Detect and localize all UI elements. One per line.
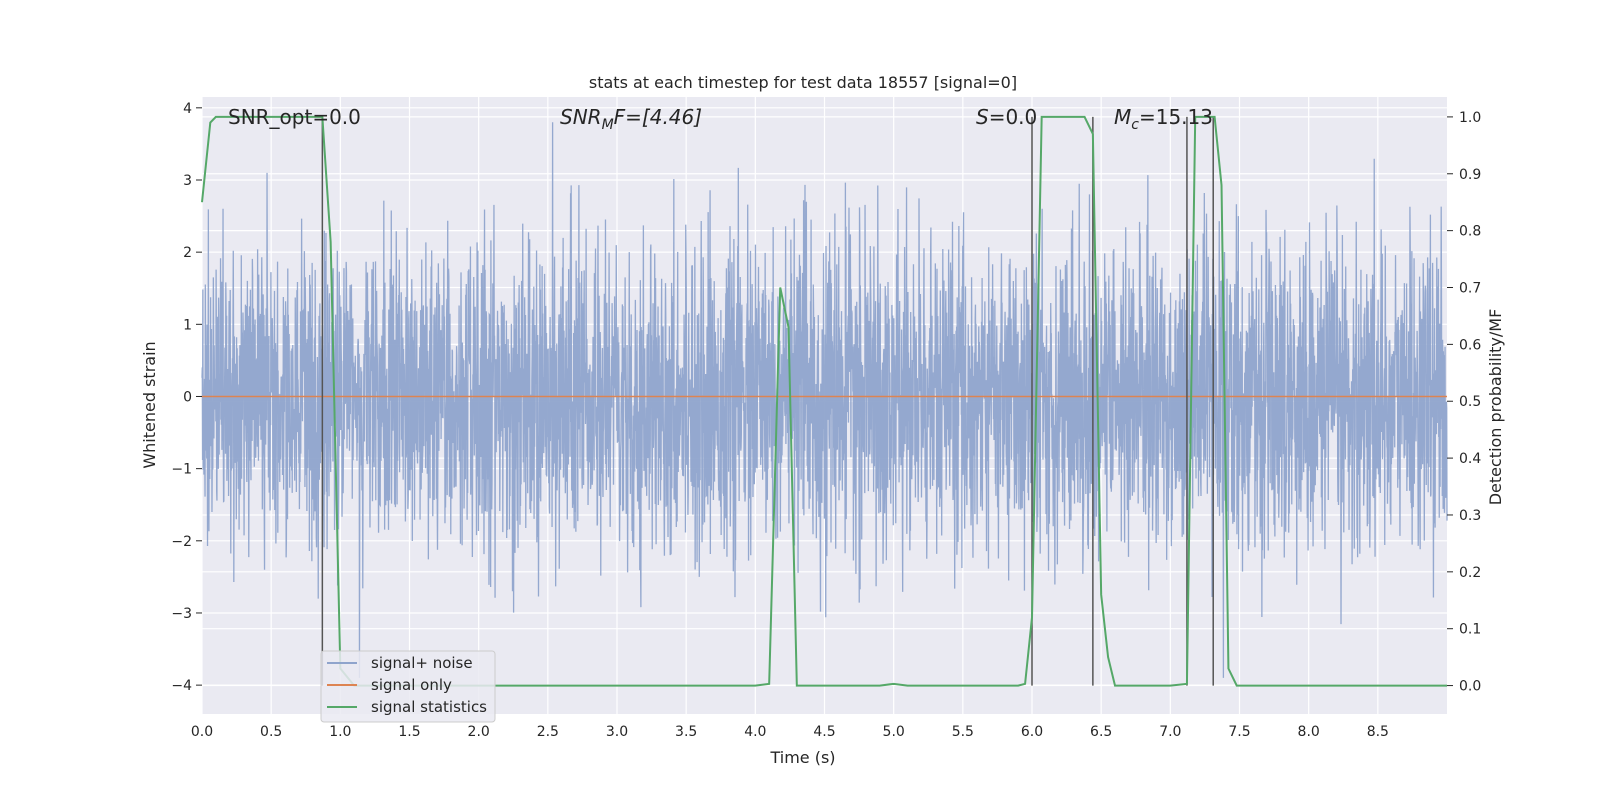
y2-tick-label: 0.1 — [1459, 622, 1481, 638]
x-tick-label: 4.5 — [813, 724, 835, 740]
y-tick-label: −4 — [171, 678, 192, 694]
x-tick-label: 1.0 — [329, 724, 351, 740]
annotation-snr-mf-rest: F=[4.46] — [614, 105, 702, 129]
x-tick-label: 0.0 — [191, 724, 213, 740]
x-tick-label: 8.5 — [1367, 724, 1389, 740]
y2-tick-label: 0.4 — [1459, 451, 1481, 467]
y2-tick-label: 0.7 — [1459, 281, 1481, 297]
annotation-mc-base: M — [1114, 105, 1131, 129]
annotation-chirp-mass: Mc=15.13 — [1114, 105, 1213, 133]
series-signal-statistics — [201, 115, 1447, 687]
annotation-snr-mf-sub: M — [602, 117, 614, 133]
chart-title: stats at each timestep for test data 185… — [589, 73, 1017, 92]
x-tick-label: 8.0 — [1298, 724, 1320, 740]
y2-tick-label: 0.8 — [1459, 224, 1481, 240]
y2-axis-label: Detection probability/MF — [1486, 309, 1505, 506]
y-tick-label: 2 — [183, 245, 192, 261]
annotation-snr-mf-base: SNR — [560, 105, 602, 129]
annotation-snr-mf: SNRMF=[4.46] — [560, 105, 702, 133]
annotation-snr-opt: SNR_opt=0.0 — [228, 105, 361, 129]
x-tick-label: 4.0 — [744, 724, 766, 740]
y2-tick-label: 0.0 — [1459, 679, 1481, 695]
legend-box — [320, 650, 496, 723]
x-tick-label: 6.5 — [1090, 724, 1112, 740]
y-axis-ticks: 4 3 2 1 0 −1 −2 −3 −4 — [171, 101, 202, 694]
signal-statistics-line — [201, 115, 1447, 687]
y2-tick-label: 0.9 — [1459, 167, 1481, 183]
x-tick-label: 6.0 — [1021, 724, 1043, 740]
y2-tick-label: 1.0 — [1459, 110, 1481, 126]
series-signal-noise — [201, 122, 1448, 678]
x-tick-label: 3.0 — [606, 724, 628, 740]
y-tick-label: −1 — [171, 462, 192, 478]
y2-tick-label: 0.3 — [1459, 508, 1481, 524]
x-tick-label: 7.5 — [1228, 724, 1250, 740]
y-tick-label: 4 — [183, 101, 192, 117]
y-tick-label: 3 — [183, 173, 192, 189]
y-tick-label: −2 — [171, 534, 192, 550]
x-axis-ticks: 0.0 0.5 1.0 1.5 2.0 2.5 3.0 3.5 4.0 4.5 5.0 5.5 6.0 6… — [191, 724, 1389, 740]
legend: signal+ noise signal only signal statist… — [320, 650, 496, 723]
x-tick-label: 2.5 — [537, 724, 559, 740]
annotation-s-italic: S — [976, 105, 989, 129]
x-tick-label: 0.5 — [260, 724, 282, 740]
x-tick-label: 5.0 — [883, 724, 905, 740]
x-tick-label: 7.0 — [1159, 724, 1181, 740]
y-tick-label: 1 — [183, 317, 192, 333]
y2-tick-label: 0.5 — [1459, 394, 1481, 410]
annotation-mc-rest: =15.13 — [1139, 105, 1213, 129]
legend-label-signal-statistics: signal statistics — [371, 698, 487, 716]
annotation-mc-sub: c — [1131, 117, 1139, 133]
x-axis-label: Time (s) — [769, 748, 835, 767]
y2-tick-label: 0.2 — [1459, 565, 1481, 581]
x-tick-label: 5.5 — [952, 724, 974, 740]
annotation-s-stat: S=0.0 — [976, 105, 1037, 129]
noise-trace — [201, 122, 1448, 678]
x-tick-label: 3.5 — [675, 724, 697, 740]
legend-label-signal-only: signal only — [371, 676, 452, 694]
y2-axis-ticks: 1.0 0.9 0.8 0.7 0.6 0.5 0.4 0.3 0.2 0.1 0.0 — [1447, 110, 1481, 695]
y-axis-label: Whitened strain — [140, 341, 159, 468]
y2-tick-label: 0.6 — [1459, 337, 1481, 353]
y-tick-label: 0 — [183, 389, 192, 405]
annotation-s-rest: =0.0 — [989, 105, 1038, 129]
x-tick-label: 1.5 — [398, 724, 420, 740]
legend-label-signal-noise: signal+ noise — [371, 654, 473, 672]
y-tick-label: −3 — [171, 606, 192, 622]
x-tick-label: 2.0 — [468, 724, 490, 740]
